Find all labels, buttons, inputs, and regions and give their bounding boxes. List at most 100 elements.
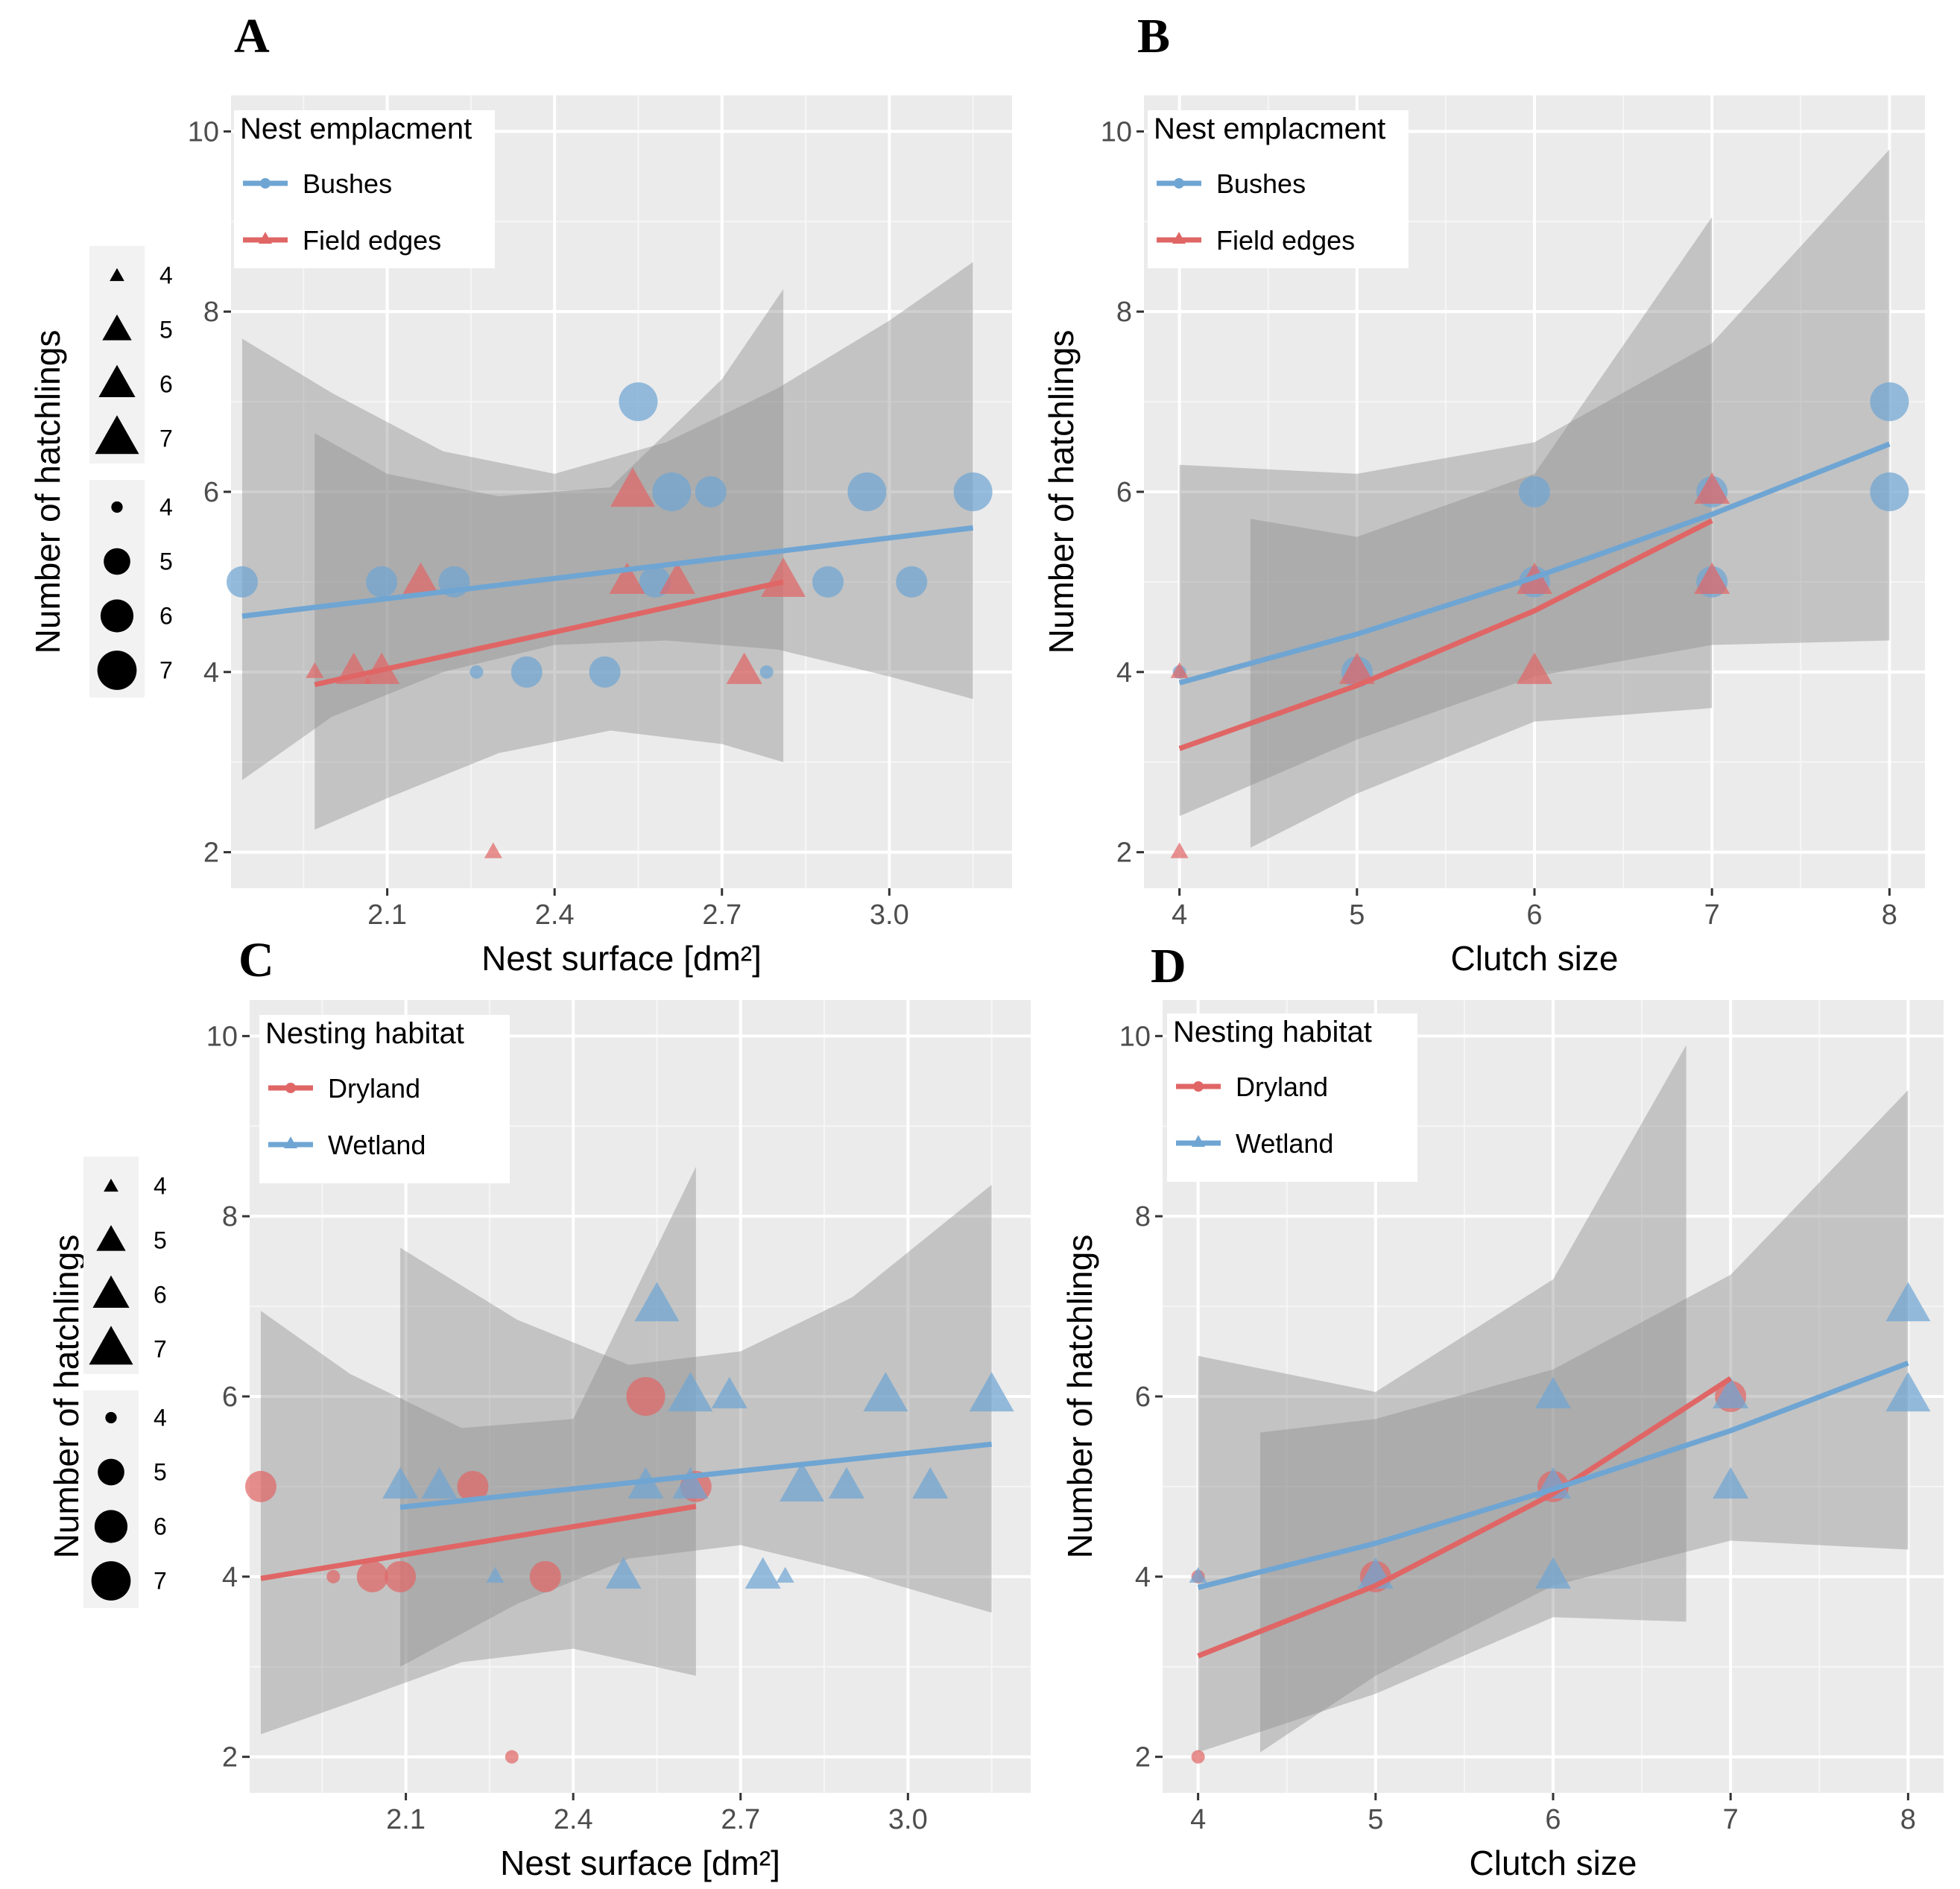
legend-title: Nesting habitat [1173, 1016, 1372, 1048]
confidence-band-dryland [260, 1166, 696, 1735]
data-point [863, 1372, 908, 1412]
legend-item: Bushes [243, 168, 392, 199]
x-tick-label: 2.4 [554, 1804, 593, 1835]
x-tick-label: 6 [1526, 899, 1542, 931]
legend-label: Bushes [303, 168, 392, 199]
data-point [529, 1560, 561, 1592]
size-legend-circle [105, 1411, 117, 1424]
data-point [1170, 842, 1189, 858]
data-point [366, 566, 398, 598]
data-point [969, 1372, 1014, 1412]
data-point [745, 1557, 781, 1589]
legend-circle-key [260, 178, 271, 189]
y-tick-label: 4 [1116, 657, 1132, 689]
x-tick-label: 4 [1172, 899, 1187, 931]
legend-label: Bushes [1216, 168, 1306, 199]
x-axis-title: Clutch size [1470, 1844, 1637, 1882]
legend-title: Nesting habitat [265, 1017, 464, 1050]
x-tick-label: 7 [1704, 899, 1720, 931]
legend-circle-key [1193, 1081, 1204, 1092]
fit-line-wetland [399, 1441, 992, 1510]
data-point [1338, 652, 1375, 684]
size-legend-circle [111, 501, 123, 513]
y-tick-label: 4 [1135, 1562, 1151, 1593]
data-point [1713, 1466, 1749, 1499]
data-point [659, 562, 695, 594]
fit-line-dryland [1197, 1376, 1733, 1659]
y-tick-label: 8 [222, 1201, 238, 1233]
legend-item: Wetland [1176, 1128, 1333, 1159]
fit-line-field-edges [1178, 518, 1713, 751]
data-point [1519, 476, 1550, 507]
data-point [1713, 1376, 1749, 1409]
legend: Nesting habitat Dryland Wetland [1167, 1013, 1417, 1182]
size-legend-label: 4 [154, 1405, 167, 1431]
data-point [486, 1566, 505, 1583]
legend-triangle-key [284, 1136, 297, 1149]
size-legend-label: 7 [159, 657, 173, 684]
y-axis-title: Number of hatchlings [47, 1235, 86, 1559]
size-legend-label: 5 [154, 1227, 167, 1254]
data-point [847, 472, 887, 511]
size-legend-circle [91, 1561, 131, 1601]
size-legend-label: 6 [154, 1513, 167, 1540]
legend-item: Wetland [268, 1130, 426, 1160]
data-point [1885, 1282, 1931, 1322]
data-point [953, 472, 993, 511]
legend: Nesting habitat Dryland Wetland [259, 1015, 510, 1183]
panel-letter: C [238, 933, 274, 987]
data-point [634, 1282, 680, 1322]
size-legend-label: 7 [159, 425, 173, 452]
data-point [505, 1750, 519, 1764]
size-legend-label: 5 [154, 1459, 167, 1486]
y-tick-label: 8 [1116, 297, 1132, 328]
confidence-band-wetland [1260, 1089, 1909, 1753]
x-tick-label: 3.0 [888, 1804, 928, 1835]
size-legend-circle [98, 1458, 124, 1486]
panel-a: 2 4 6 8 10 2.1 2.4 2.7 3.0 Nest surface [dm²] Numb… [28, 9, 1012, 978]
x-tick-label: 2.7 [721, 1804, 760, 1835]
data-point [812, 566, 844, 598]
data-point [896, 566, 928, 598]
panel-d: 2 4 6 8 10 4 5 6 7 8 Clutch size Number of hatchlin… [1060, 939, 1944, 1882]
size-legend-label: 5 [159, 548, 173, 575]
data-point [1694, 472, 1730, 504]
fit-line-bushes [1178, 441, 1891, 686]
size-legend-label: 4 [154, 1173, 167, 1200]
data-point [402, 562, 439, 594]
y-tick-label: 8 [203, 297, 219, 328]
data-point [326, 1569, 341, 1583]
data-point [306, 662, 324, 678]
confidence-band-field-edges [314, 288, 784, 830]
size-legend-triangle [98, 364, 136, 397]
confidence-band-field-edges [1250, 217, 1713, 848]
data-point [356, 1560, 388, 1592]
x-axis-title: Nest surface [dm²] [500, 1844, 780, 1882]
data-point [1189, 1566, 1207, 1583]
data-point [828, 1466, 864, 1499]
x-tick-label: 8 [1882, 899, 1897, 931]
data-point [1170, 662, 1189, 678]
size-legend-triangle [92, 1275, 130, 1308]
y-tick-label: 10 [206, 1021, 238, 1052]
panel-letter: B [1137, 9, 1170, 63]
data-point [1870, 382, 1909, 422]
legend-circle-key [285, 1083, 296, 1093]
y-tick-label: 10 [1119, 1021, 1151, 1052]
data-point [780, 1462, 825, 1502]
y-tick-label: 4 [222, 1562, 238, 1593]
data-point [726, 652, 762, 684]
confidence-band-dryland [1198, 1045, 1686, 1753]
size-legend-circle [94, 1510, 128, 1543]
y-tick-label: 6 [222, 1382, 238, 1413]
data-point [759, 665, 774, 679]
size-legend-label: 7 [154, 1568, 167, 1595]
size-legend-circle [100, 599, 134, 633]
size-legend-triangle [110, 268, 124, 282]
x-tick-label: 7 [1723, 1804, 1739, 1835]
legend-item: Field edges [243, 225, 441, 256]
panel-letter: D [1151, 939, 1186, 993]
data-point [385, 1560, 417, 1592]
size-legend-triangle [89, 1326, 133, 1365]
legend-title: Nest emplacment [1154, 113, 1385, 145]
